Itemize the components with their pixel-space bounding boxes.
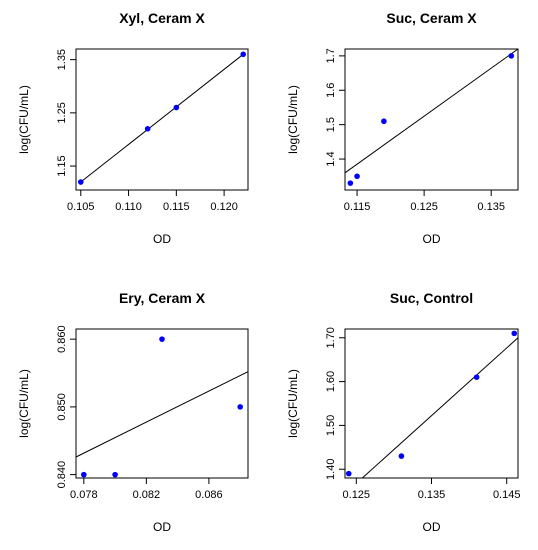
x-tick-label: 0.135: [418, 489, 446, 501]
data-point: [159, 336, 165, 342]
data-point: [511, 330, 518, 337]
x-tick-label: 0.120: [210, 201, 238, 213]
y-tick-label: 1.25: [56, 102, 68, 123]
x-tick-label: 0.115: [344, 201, 371, 213]
x-tick-label: 0.115: [163, 201, 190, 213]
x-tick-label: 0.125: [343, 489, 371, 501]
y-tick-label: 1.4: [325, 151, 337, 166]
data-point: [508, 53, 515, 59]
x-tick-label: 0.082: [133, 489, 161, 501]
y-tick-label: 1.60: [325, 371, 337, 392]
chart-panel-1: Xyl, Ceram X 0.105 0.110 0.115 0.120 1.15 1.25…: [17, 10, 249, 246]
data-point: [354, 173, 360, 180]
y-tick-label: 1.40: [325, 459, 337, 480]
x-axis-label: OD: [153, 520, 171, 534]
y-tick-label: 1.6: [325, 83, 337, 98]
x-tick-label: 0.086: [195, 489, 223, 501]
data-point: [473, 374, 480, 381]
data-point: [173, 104, 180, 111]
chart-title: Suc, Ceram X: [386, 10, 477, 26]
chart-panel-2: Suc, Ceram X 0.115 0.125 0.135 1.4 1.5 1.6 1.7 O…: [286, 10, 519, 246]
x-axis-label: OD: [153, 232, 171, 246]
chart-panel-3: Ery, Ceram X 0.078 0.082 0.086 0.840 0.850 0.8…: [17, 290, 249, 534]
x-tick-label: 0.110: [115, 201, 142, 213]
data-point: [77, 179, 84, 185]
data-point: [144, 126, 151, 132]
data-point: [347, 180, 354, 186]
y-tick-label: 1.70: [325, 327, 337, 348]
chart-title: Suc, Control: [390, 290, 473, 306]
regression-line: [344, 48, 519, 174]
y-axis-label: log(CFU/mL): [17, 85, 31, 154]
y-tick-label: 1.35: [56, 49, 68, 70]
y-axis-label: log(CFU/mL): [286, 85, 300, 154]
x-axis-label: OD: [423, 232, 441, 246]
y-tick-label: 1.50: [325, 415, 337, 436]
chart-title: Ery, Ceram X: [119, 290, 206, 306]
regression-line: [80, 53, 244, 183]
data-point: [398, 453, 405, 459]
y-axis-label: log(CFU/mL): [286, 369, 300, 438]
plot-area: [344, 328, 519, 479]
x-tick-label: 0.105: [67, 201, 95, 213]
data-point: [240, 51, 247, 58]
y-tick-label: 1.5: [325, 117, 337, 132]
x-tick-label: 0.135: [477, 201, 505, 213]
y-axis-label: log(CFU/mL): [17, 369, 31, 438]
data-point: [112, 471, 118, 478]
y-tick-label: 0.850: [56, 393, 68, 421]
x-axis-label: OD: [423, 520, 441, 534]
x-tick-label: 0.125: [410, 201, 438, 213]
plot-area: [344, 48, 519, 191]
plot-area: [75, 48, 249, 191]
plot-area: [75, 328, 249, 479]
chart-panel-4: Suc, Control 0.125 0.135 0.145 1.40 1.50 1.60 1…: [286, 290, 520, 534]
data-point: [381, 118, 387, 125]
data-point: [237, 404, 243, 410]
y-tick-label: 1.15: [56, 155, 68, 176]
chart-title: Xyl, Ceram X: [119, 10, 205, 26]
x-tick-label: 0.145: [493, 489, 521, 501]
regression-line: [361, 337, 519, 479]
regression-line: [75, 371, 249, 458]
data-point: [345, 470, 352, 477]
y-tick-label: 1.7: [325, 48, 337, 63]
x-tick-label: 0.078: [70, 489, 98, 501]
y-tick-label: 0.840: [56, 461, 68, 489]
data-point: [81, 471, 87, 478]
y-tick-label: 0.860: [56, 325, 68, 353]
